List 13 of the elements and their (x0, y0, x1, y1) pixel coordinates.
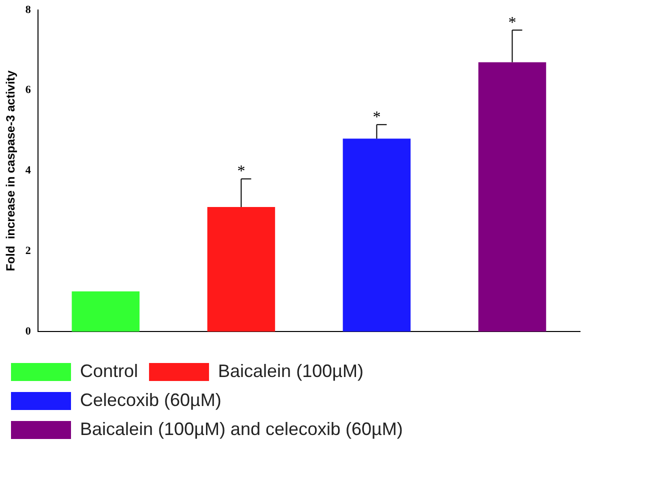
legend-label: Baicalein (100µM) and celecoxib (60µM) (80, 418, 403, 439)
data-label: * (508, 14, 516, 32)
y-tick-label: 4 (25, 164, 32, 177)
y-tick-label: 0 (25, 325, 32, 338)
legend-label: Control (80, 360, 138, 381)
y-tick-label: 2 (25, 245, 32, 258)
y-tick-label: 6 (25, 84, 32, 96)
data-label: * (372, 108, 381, 126)
y-tick-label: 8 (25, 4, 32, 16)
legend-label: Baicalein (100µM) (218, 360, 364, 381)
legend-label: Celecoxib (60µM) (80, 390, 222, 410)
y-axis-title: Fold increase in caspase-3 activity (4, 70, 18, 272)
data-label: * (237, 163, 246, 180)
